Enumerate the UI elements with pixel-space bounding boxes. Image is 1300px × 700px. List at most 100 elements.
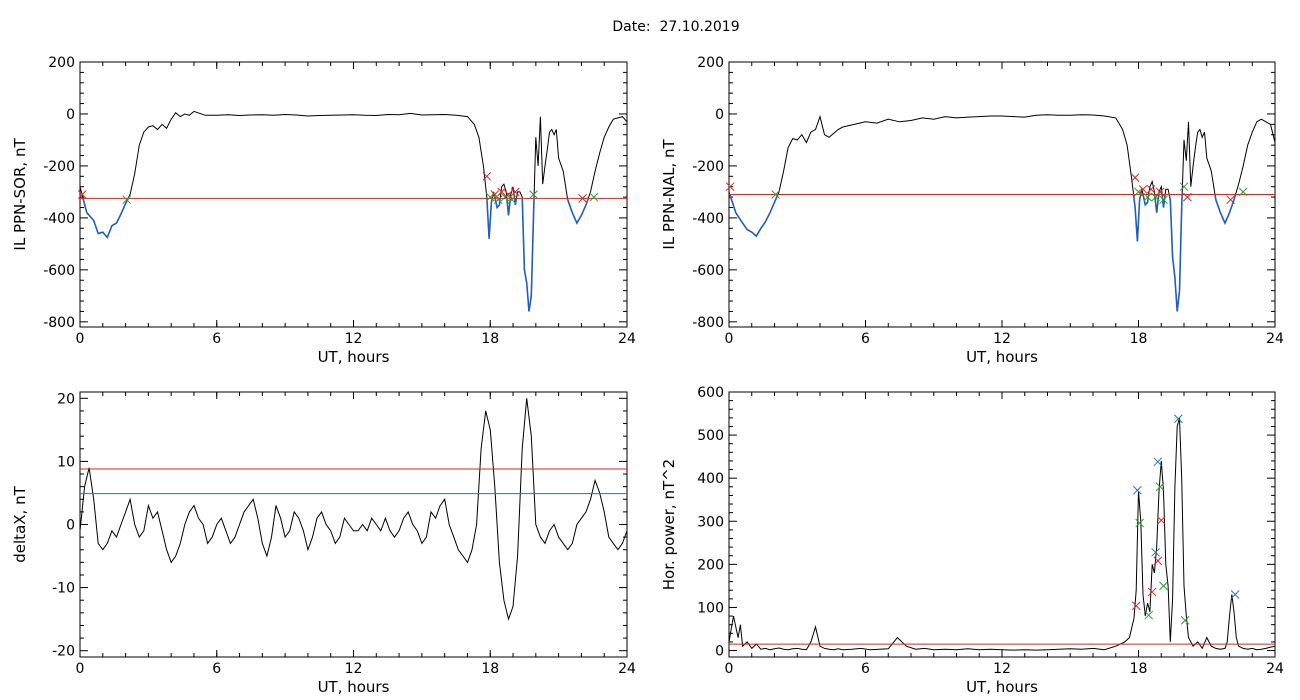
x-tick-label: 12 xyxy=(345,331,363,347)
cross-marker xyxy=(1147,587,1157,597)
cross-marker xyxy=(504,190,513,199)
series-line xyxy=(80,110,627,312)
cross-marker-stroke xyxy=(1155,187,1165,197)
cross-marker-stroke xyxy=(1155,482,1165,492)
x-tick-label: 12 xyxy=(993,331,1011,347)
series-below-threshold xyxy=(729,194,1237,312)
cross-marker-stroke xyxy=(578,194,587,203)
x-tick-label: 0 xyxy=(725,661,734,677)
x-tick-label: 18 xyxy=(481,661,499,677)
cross-marker-stroke xyxy=(510,187,520,197)
cross-marker-stroke xyxy=(1183,192,1192,202)
y-axis-label: deltaX, nT xyxy=(11,485,29,562)
plot-area xyxy=(729,114,1275,312)
cross-marker xyxy=(1159,195,1168,205)
y-tick-label: -200 xyxy=(43,159,75,175)
y-tick-label: -600 xyxy=(692,263,724,279)
x-tick-label: 24 xyxy=(1266,661,1284,677)
cross-marker xyxy=(485,192,495,202)
cross-marker-stroke xyxy=(507,195,517,205)
cross-marker-stroke xyxy=(490,190,500,199)
cross-marker xyxy=(725,182,735,192)
y-tick-label: 600 xyxy=(697,385,724,401)
cross-marker xyxy=(1143,192,1152,202)
cross-marker-stroke xyxy=(1130,173,1140,182)
y-tick-label: -20 xyxy=(52,644,75,660)
plot-area xyxy=(729,417,1275,651)
y-tick-label: 0 xyxy=(66,518,75,534)
page-title: Date: 27.10.2019 xyxy=(612,19,740,35)
y-axis-label: IL PPN-NAL, nT xyxy=(660,139,678,250)
cross-marker xyxy=(1238,187,1248,197)
cross-marker xyxy=(1146,184,1156,194)
x-tick-label: 24 xyxy=(618,661,636,677)
y-axis-label: IL PPN-SOR, nT xyxy=(11,138,29,251)
cross-marker-stroke xyxy=(1134,187,1143,197)
cross-marker xyxy=(1155,187,1165,197)
cross-marker xyxy=(497,187,506,197)
cross-marker xyxy=(77,190,87,199)
cross-marker-stroke xyxy=(1133,485,1142,495)
cross-marker xyxy=(507,195,517,205)
y-tick-label: -400 xyxy=(692,211,724,227)
series-line xyxy=(80,398,627,621)
chart-panel-p2: 0 6 12 18 24 -800 -600 -400 -200 0 200 UT, hours IL … xyxy=(660,55,1284,366)
cross-marker-stroke xyxy=(122,195,132,205)
x-axis-label: UT, hours xyxy=(318,678,390,696)
cross-marker-stroke xyxy=(1138,184,1148,194)
cross-marker xyxy=(490,190,500,199)
cross-marker-stroke xyxy=(1151,547,1160,557)
plot-area xyxy=(80,110,627,312)
cross-marker-stroke xyxy=(482,171,492,181)
cross-marker xyxy=(1183,192,1192,202)
y-tick-label: 0 xyxy=(66,107,75,123)
cross-marker-stroke xyxy=(1238,187,1248,197)
cross-marker xyxy=(1130,173,1140,182)
y-tick-label: -800 xyxy=(692,315,724,331)
y-tick-label: -600 xyxy=(43,263,75,279)
y-tick-label: 200 xyxy=(697,557,724,573)
y-tick-label: 0 xyxy=(715,107,724,123)
x-axis-label: UT, hours xyxy=(966,348,1038,366)
y-tick-label: 200 xyxy=(48,55,75,71)
cross-marker xyxy=(1156,516,1166,525)
cross-marker xyxy=(1159,581,1168,591)
cross-marker-stroke xyxy=(529,190,538,199)
cross-marker xyxy=(1138,184,1148,194)
y-tick-label: 0 xyxy=(715,644,724,660)
x-tick-label: 6 xyxy=(212,661,221,677)
y-axis-label: Hor. power, nT^2 xyxy=(660,459,678,590)
plot-frame xyxy=(728,391,1276,658)
cross-marker-stroke xyxy=(1226,195,1235,205)
x-tick-label: 18 xyxy=(1130,331,1148,347)
cross-marker-stroke xyxy=(1153,457,1163,467)
cross-marker-stroke xyxy=(485,192,495,202)
cross-marker xyxy=(1226,195,1235,205)
cross-marker xyxy=(1153,556,1163,566)
cross-marker-stroke xyxy=(1147,587,1157,597)
cross-marker xyxy=(1134,187,1143,197)
y-tick-label: -200 xyxy=(692,159,724,175)
cross-marker-stroke xyxy=(1156,516,1166,525)
cross-marker xyxy=(1180,616,1190,625)
cross-marker xyxy=(1151,547,1160,557)
cross-marker-stroke xyxy=(725,182,735,192)
x-tick-label: 0 xyxy=(76,661,85,677)
cross-marker-stroke xyxy=(1144,610,1154,620)
cross-marker-stroke xyxy=(1159,581,1168,591)
cross-marker-stroke xyxy=(1159,195,1168,205)
cross-marker-stroke xyxy=(1153,556,1163,566)
chart-panel-p3: 0 6 12 18 24 -20 -10 0 10 20 UT, hours deltaX, nT xyxy=(11,391,636,696)
cross-marker-stroke xyxy=(771,190,780,199)
cross-marker-stroke xyxy=(77,190,87,199)
y-tick-label: -800 xyxy=(43,315,75,331)
cross-marker-stroke xyxy=(1135,518,1144,528)
y-tick-label: 200 xyxy=(697,55,724,71)
chart-panel-p4: 0 6 12 18 24 0 100 200 300 400 500 600 UT, hours Hor.… xyxy=(660,385,1284,696)
cross-marker xyxy=(1135,518,1144,528)
x-tick-label: 24 xyxy=(618,331,636,347)
plot-frame xyxy=(79,61,628,328)
cross-marker xyxy=(1179,182,1189,192)
cross-marker xyxy=(1155,482,1165,492)
